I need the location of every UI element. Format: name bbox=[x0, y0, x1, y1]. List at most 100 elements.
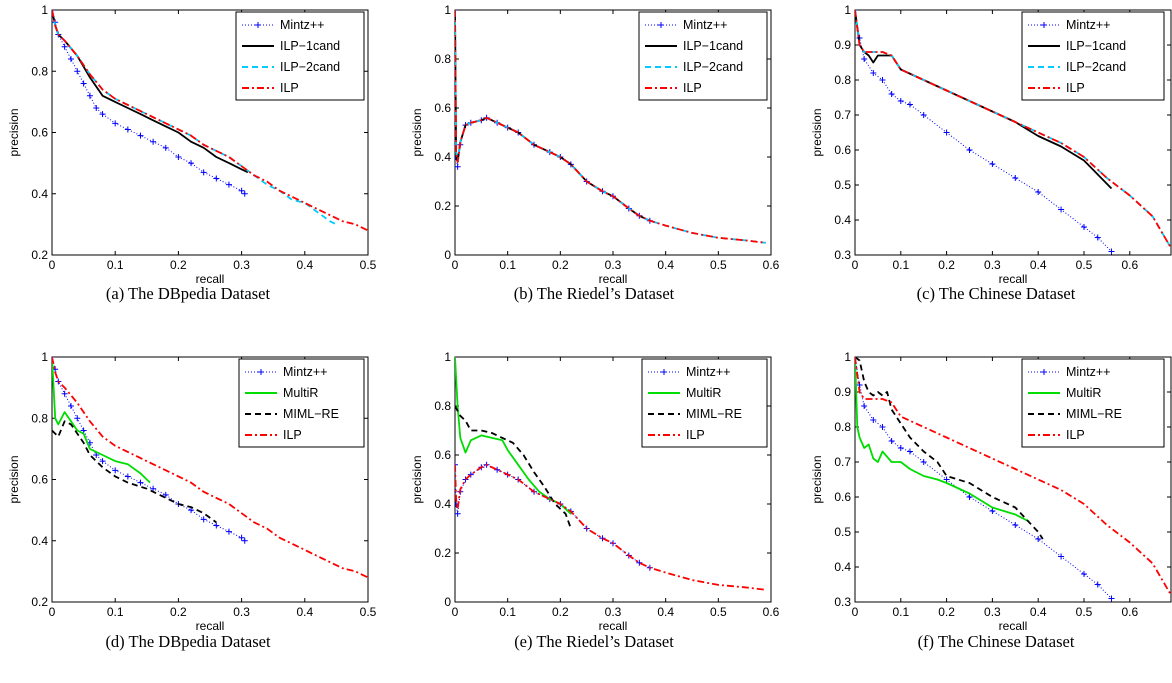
panel-caption: (d) The DBpedia Dataset bbox=[105, 632, 271, 651]
y-tick-label: 0.8 bbox=[834, 73, 851, 87]
x-tick-label: 0.2 bbox=[552, 605, 569, 619]
data-point bbox=[870, 70, 877, 76]
data-point bbox=[906, 448, 913, 455]
series-line-ilp-1cand bbox=[455, 10, 651, 222]
y-tick-label: 1 bbox=[844, 3, 851, 17]
y-tick-label: 0.8 bbox=[434, 399, 451, 413]
legend-label: ILP bbox=[683, 81, 702, 95]
data-point bbox=[966, 147, 973, 153]
data-point bbox=[1094, 581, 1101, 588]
series-line-ilp bbox=[455, 10, 766, 244]
data-point bbox=[137, 132, 144, 139]
data-point bbox=[200, 169, 207, 176]
legend-marker bbox=[258, 369, 264, 375]
y-tick-label: 0.2 bbox=[434, 546, 451, 560]
series-line-mintz- bbox=[855, 357, 1112, 599]
y-tick-label: 1 bbox=[41, 350, 48, 364]
y-tick-label: 0.2 bbox=[31, 595, 48, 609]
legend-label: ILP bbox=[686, 428, 705, 442]
y-axis-title: precision bbox=[410, 108, 424, 156]
x-tick-label: 0.5 bbox=[1076, 258, 1093, 272]
y-tick-label: 0.3 bbox=[834, 248, 851, 262]
legend-label: MultiR bbox=[1066, 386, 1101, 400]
legend-label: Mintz++ bbox=[1066, 18, 1110, 32]
y-tick-label: 0.8 bbox=[434, 52, 451, 66]
data-point bbox=[162, 491, 169, 498]
y-tick-label: 0.6 bbox=[834, 143, 851, 157]
x-tick-label: 0.1 bbox=[499, 605, 516, 619]
legend-label: ILP−2cand bbox=[1066, 60, 1126, 74]
chart-panel-1: 0 0.1 0.2 0.3 0.4 0.5 0.2 0.4 0.6 0.8 1 recall preci… bbox=[7, 3, 377, 303]
data-point bbox=[906, 101, 913, 108]
data-point bbox=[188, 160, 195, 167]
data-point bbox=[920, 459, 927, 465]
series-line-mintz- bbox=[855, 10, 1112, 252]
y-tick-label: 0.4 bbox=[434, 497, 451, 511]
data-point bbox=[124, 473, 131, 480]
data-point bbox=[150, 485, 157, 492]
data-point bbox=[1012, 522, 1019, 528]
y-tick-label: 0.4 bbox=[31, 187, 48, 201]
y-tick-label: 0.8 bbox=[834, 420, 851, 434]
legend-label: ILP−2cand bbox=[280, 60, 340, 74]
data-point bbox=[213, 522, 220, 529]
data-point bbox=[943, 129, 950, 136]
x-tick-label: 0 bbox=[49, 258, 56, 272]
series-line-multir bbox=[855, 357, 1030, 523]
x-axis-title: recall bbox=[999, 619, 1028, 633]
legend-label: ILP−2cand bbox=[683, 60, 743, 74]
y-tick-label: 0.9 bbox=[834, 38, 851, 52]
x-tick-label: 0.6 bbox=[763, 605, 780, 619]
y-tick-label: 1 bbox=[444, 350, 451, 364]
chart-panel-4: 0 0.1 0.2 0.3 0.4 0.5 0.2 0.4 0.6 0.8 1 recall preci… bbox=[7, 350, 377, 651]
y-tick-label: 0.4 bbox=[434, 150, 451, 164]
legend-label: Mintz++ bbox=[280, 18, 324, 32]
data-point bbox=[1012, 175, 1019, 181]
legend-label: Mintz++ bbox=[283, 365, 327, 379]
x-tick-label: 0.5 bbox=[1076, 605, 1093, 619]
y-tick-label: 0.2 bbox=[31, 248, 48, 262]
legend-label: ILP−1cand bbox=[280, 39, 340, 53]
data-point bbox=[1108, 595, 1115, 602]
legend-marker bbox=[1041, 369, 1047, 375]
legend-label: MultiR bbox=[283, 386, 318, 400]
series-line-multir bbox=[52, 357, 151, 484]
data-point bbox=[225, 528, 232, 535]
chart-panel-5: 0 0.1 0.2 0.3 0.4 0.5 0.6 0 0.2 0.4 0.6 0.8 1 recall p… bbox=[410, 350, 780, 651]
data-point bbox=[920, 112, 927, 118]
data-point bbox=[1058, 206, 1065, 213]
data-point bbox=[455, 461, 458, 468]
chart-panel-2: 0 0.1 0.2 0.3 0.4 0.5 0.6 0 0.2 0.4 0.6 0.8 1 recall p… bbox=[410, 3, 780, 303]
data-point bbox=[241, 537, 248, 544]
legend-box bbox=[641, 358, 768, 448]
data-point bbox=[93, 105, 100, 111]
data-point bbox=[175, 154, 182, 160]
panel-caption: (c) The Chinese Dataset bbox=[917, 284, 1076, 303]
data-point bbox=[241, 190, 248, 197]
data-point bbox=[897, 98, 904, 104]
x-tick-label: 0.6 bbox=[763, 258, 780, 272]
legend-marker bbox=[661, 369, 667, 375]
panel-caption: (f) The Chinese Dataset bbox=[918, 632, 1075, 651]
x-tick-label: 0 bbox=[452, 605, 459, 619]
data-point bbox=[238, 187, 245, 194]
data-point bbox=[1035, 189, 1042, 195]
data-point bbox=[86, 92, 93, 99]
legend-label: ILP−1cand bbox=[683, 39, 743, 53]
data-point bbox=[74, 68, 81, 75]
legend-label: MIML−RE bbox=[1066, 407, 1122, 421]
data-point bbox=[67, 403, 74, 409]
x-axis-title: recall bbox=[599, 272, 628, 286]
chart-panel-6: 0 0.1 0.2 0.3 0.4 0.5 0.6 0.3 0.4 0.5 0.6 0.7 0.8 0.9… bbox=[810, 350, 1172, 651]
data-point bbox=[455, 163, 461, 170]
data-point bbox=[238, 534, 245, 541]
series-line-miml-re bbox=[455, 405, 572, 529]
x-tick-label: 0.2 bbox=[170, 605, 187, 619]
data-point bbox=[879, 77, 886, 83]
data-point bbox=[61, 390, 68, 397]
y-axis-title: precision bbox=[7, 455, 21, 503]
data-point bbox=[1094, 234, 1101, 241]
legend-label: ILP bbox=[1066, 428, 1085, 442]
data-point bbox=[1080, 224, 1087, 230]
x-tick-label: 0.1 bbox=[892, 258, 909, 272]
